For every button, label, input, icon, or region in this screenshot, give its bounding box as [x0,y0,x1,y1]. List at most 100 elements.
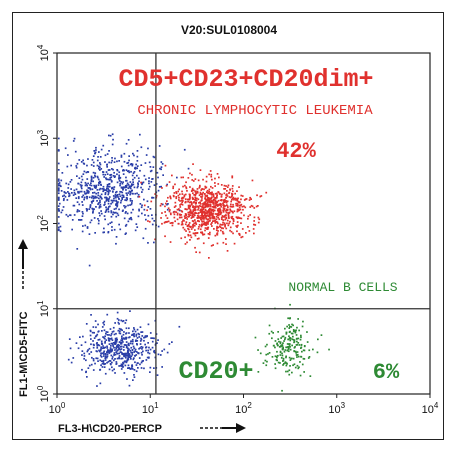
scatter-point [134,361,136,364]
scatter-point [165,184,168,187]
scatter-point [211,225,213,227]
scatter-point [83,190,86,193]
scatter-point [99,166,101,169]
scatter-point [183,194,186,197]
scatter-point [196,238,199,240]
scatter-point [98,338,101,341]
scatter-point [57,208,60,210]
scatter-point [189,172,191,175]
scatter-point [161,350,163,352]
scatter-point [203,218,205,220]
scatter-point [270,330,273,333]
scatter-point [205,204,208,207]
scatter-point [111,159,113,162]
scatter-point [124,206,126,209]
scatter-point [138,333,141,336]
scatter-point [235,204,238,207]
scatter-point [85,370,87,373]
scatter-point [72,204,75,207]
scatter-point [220,204,222,207]
scatter-point [103,363,105,366]
scatter-point [271,337,273,340]
scatter-point [307,357,310,359]
scatter-point [101,362,104,365]
scatter-point [212,244,214,246]
scatter-point [161,187,163,189]
scatter-point [201,217,204,220]
scatter-point [145,359,148,361]
scatter-point [129,190,132,193]
scatter-point [109,177,112,179]
scatter-point [72,194,75,196]
scatter-point [125,184,128,187]
scatter-point [180,223,183,226]
scatter-point [148,177,150,179]
scatter-point [146,209,148,212]
scatter-point [178,216,181,219]
scatter-point [116,181,119,184]
scatter-point [282,342,284,344]
scatter-point [223,216,226,218]
scatter-point [102,185,105,188]
scatter-point [80,187,83,190]
scatter-point [243,214,245,217]
scatter-point [218,211,220,213]
scatter-point [217,230,219,232]
scatter-point [231,193,234,196]
scatter-point [202,223,205,225]
scatter-point [199,192,202,195]
scatter-point [89,205,92,207]
scatter-point [294,346,296,348]
scatter-point [67,191,69,193]
scatter-point [210,193,213,196]
scatter-point [83,198,85,201]
scatter-point [118,332,121,334]
scatter-point [256,194,258,197]
scatter-point [231,197,234,200]
scatter-point [316,351,319,354]
scatter-point [206,195,208,198]
scatter-point [131,202,133,204]
scatter-point [163,348,166,351]
scatter-point [127,350,129,353]
scatter-point [135,333,138,336]
scatter-point [204,201,206,203]
scatter-point [99,349,102,352]
scatter-point [111,180,113,182]
scatter-point [186,241,188,244]
y-axis-label: FL1-M\CD5-FITC [18,311,30,397]
scatter-point [87,192,90,194]
scatter-point [134,192,137,195]
scatter-point [296,364,299,367]
scatter-point [208,212,210,214]
scatter-point [109,222,112,224]
scatter-point [128,171,131,174]
scatter-point [88,196,91,199]
scatter-point [190,217,193,219]
scatter-point [182,176,184,179]
scatter-point [202,208,205,211]
scatter-point [197,216,200,218]
scatter-point [136,340,139,342]
scatter-point [140,331,142,333]
scatter-point [199,217,202,219]
scatter-point [199,201,201,204]
scatter-point [114,353,117,356]
scatter-point [166,351,169,354]
scatter-point [186,208,188,211]
scatter-point [113,208,116,210]
scatter-point [187,167,190,170]
scatter-point [218,207,221,210]
scatter-point [98,344,101,347]
scatter-point [113,199,115,202]
scatter-point [91,356,93,359]
scatter-point [293,341,295,344]
scatter-point [145,335,147,338]
scatter-point [194,194,197,197]
scatter-point [288,344,291,346]
scatter-point [111,201,114,204]
scatter-point [296,343,298,346]
scatter-point [121,353,123,355]
scatter-point [108,134,110,137]
scatter-point [244,206,247,209]
